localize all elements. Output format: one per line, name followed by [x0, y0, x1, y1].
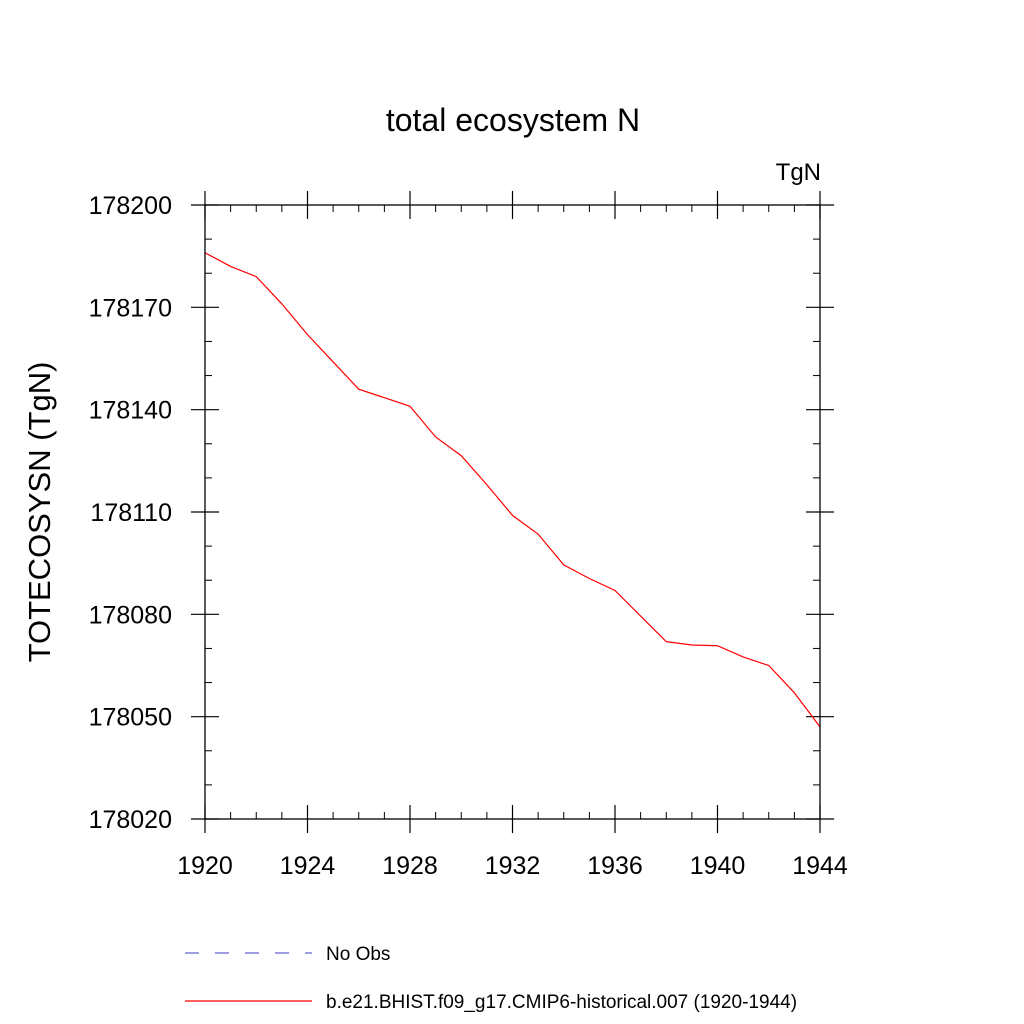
y-tick-label: 178140 [89, 397, 172, 425]
x-tick-label: 1928 [382, 852, 438, 880]
y-tick-label: 178110 [90, 499, 172, 527]
x-tick-label: 1924 [280, 852, 336, 880]
legend-label-0: No Obs [326, 944, 390, 965]
y-tick-label: 178020 [89, 806, 172, 834]
x-tick-label: 1936 [587, 852, 643, 880]
legend-label-1: b.e21.BHIST.f09_g17.CMIP6-historical.007… [326, 992, 797, 1013]
y-tick-label: 178050 [89, 704, 172, 732]
chart-title: total ecosystem N [386, 102, 640, 138]
x-tick-label: 1940 [690, 852, 746, 880]
x-tick-label: 1932 [485, 852, 541, 880]
series-line-1 [204, 252, 821, 728]
axis-ticks [191, 191, 834, 833]
y-tick-label: 178080 [89, 601, 172, 629]
y-tick-label: 178170 [89, 294, 172, 322]
y-tick-label: 178200 [89, 192, 172, 220]
axis-tick-labels: 1920 1924 1928 1932 1936 1940 1944 178020 178050… [89, 192, 848, 880]
x-tick-label: 1944 [792, 852, 848, 880]
x-tick-label: 1920 [177, 852, 233, 880]
legend: No Obs b.e21.BHIST.f09_g17.CMIP6-historic… [185, 944, 797, 1013]
data-series [204, 252, 821, 728]
y-axis-label: TOTECOSYSN (TgN) [22, 362, 57, 663]
plot-frame [204, 204, 821, 820]
units-label: TgN [776, 159, 821, 186]
